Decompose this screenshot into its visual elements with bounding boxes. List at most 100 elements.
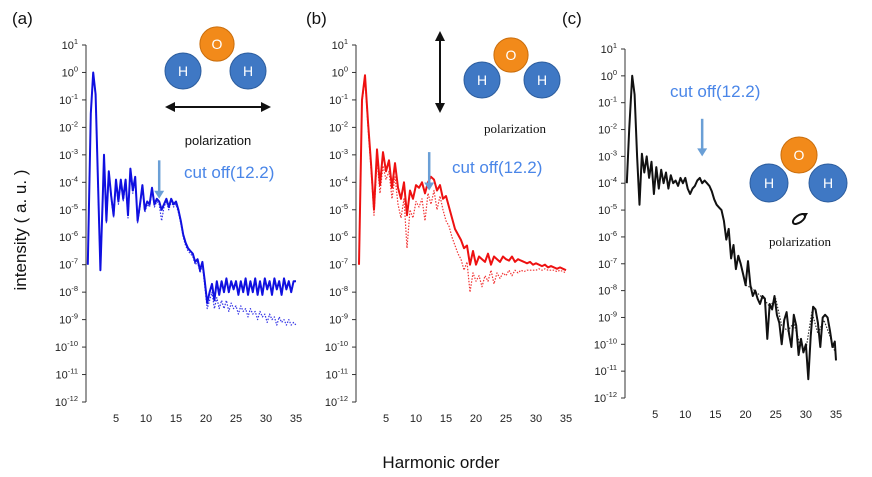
y-tick-label: 100 bbox=[332, 64, 348, 79]
y-tick-base: 10 bbox=[59, 287, 71, 299]
y-tick-label: 10-11 bbox=[594, 363, 617, 378]
y-tick-base: 10 bbox=[594, 366, 606, 378]
hydrogen-atom-label: H bbox=[823, 175, 833, 191]
hydrogen-atom bbox=[523, 61, 561, 99]
y-tick-exponent: -9 bbox=[71, 312, 78, 321]
series-line-dotted bbox=[358, 77, 567, 293]
y-tick-label: 10-9 bbox=[59, 312, 78, 327]
y-tick-label: 10-9 bbox=[329, 312, 348, 327]
y-tick-exponent: -12 bbox=[606, 390, 617, 399]
y-tick-label: 10-9 bbox=[598, 309, 617, 324]
x-tick-label: 35 bbox=[560, 413, 572, 425]
x-tick-label: 25 bbox=[770, 409, 782, 421]
y-tick-base: 10 bbox=[59, 315, 71, 327]
x-tick-label: 30 bbox=[260, 413, 272, 425]
y-tick-label: 10-6 bbox=[329, 229, 348, 244]
y-tick-base: 10 bbox=[59, 150, 71, 162]
panel-label: (c) bbox=[562, 9, 582, 28]
y-tick-label: 10-12 bbox=[325, 394, 348, 409]
y-tick-exponent: -11 bbox=[338, 367, 348, 376]
cutoff-arrow-head bbox=[154, 190, 165, 199]
y-tick-base: 10 bbox=[59, 95, 71, 107]
cutoff-arrow-head bbox=[424, 182, 435, 191]
y-tick-exponent: -3 bbox=[341, 147, 348, 156]
y-tick-base: 10 bbox=[62, 40, 74, 52]
panel-a: (a)10110010-110-210-310-410-510-610-710-… bbox=[12, 9, 302, 425]
y-tick-exponent: -11 bbox=[68, 367, 78, 376]
hydrogen-atom bbox=[164, 52, 202, 90]
series-line-solid bbox=[625, 74, 837, 381]
y-tick-exponent: -6 bbox=[610, 229, 617, 238]
y-tick-exponent: -7 bbox=[341, 257, 348, 266]
y-tick-exponent: -10 bbox=[606, 336, 617, 345]
y-tick-base: 10 bbox=[594, 339, 606, 351]
y-tick-base: 10 bbox=[332, 40, 344, 52]
y-tick-base: 10 bbox=[598, 125, 610, 137]
polarization-ellipse-arrowhead bbox=[802, 213, 808, 218]
y-tick-exponent: -5 bbox=[610, 202, 617, 211]
panel-label: (a) bbox=[12, 9, 33, 28]
y-tick-exponent: -9 bbox=[341, 312, 348, 321]
y-tick-label: 10-8 bbox=[329, 284, 348, 299]
y-tick-label: 10-7 bbox=[598, 256, 617, 271]
y-tick-base: 10 bbox=[325, 342, 337, 354]
y-tick-exponent: -8 bbox=[341, 284, 348, 293]
y-tick-exponent: 1 bbox=[613, 41, 617, 50]
y-tick-label: 10-4 bbox=[59, 174, 78, 189]
y-tick-exponent: -1 bbox=[341, 92, 348, 101]
oxygen-atom-label: O bbox=[794, 147, 805, 163]
polarization-label: polarization bbox=[185, 133, 252, 148]
y-tick-base: 10 bbox=[329, 122, 341, 134]
y-tick-exponent: 1 bbox=[344, 37, 348, 46]
y-tick-label: 10-7 bbox=[59, 257, 78, 272]
y-tick-label: 101 bbox=[601, 41, 617, 56]
hydrogen-atom-label: H bbox=[477, 72, 487, 88]
y-tick-exponent: -3 bbox=[610, 148, 617, 157]
y-tick-label: 10-3 bbox=[59, 147, 78, 162]
y-tick-label: 10-1 bbox=[329, 92, 348, 107]
y-tick-exponent: -1 bbox=[610, 95, 617, 104]
panel-c: (c)10110010-110-210-310-410-510-610-710-… bbox=[562, 9, 848, 421]
y-tick-label: 10-1 bbox=[59, 92, 78, 107]
y-tick-exponent: -5 bbox=[341, 202, 348, 211]
x-tick-label: 15 bbox=[709, 409, 721, 421]
y-tick-base: 10 bbox=[329, 177, 341, 189]
polarization-label: polarization bbox=[484, 121, 547, 136]
y-tick-exponent: -1 bbox=[71, 92, 78, 101]
polarization-arrowhead-left bbox=[165, 102, 175, 112]
hydrogen-atom-label: H bbox=[178, 63, 188, 79]
y-tick-label: 10-10 bbox=[594, 336, 617, 351]
y-tick-base: 10 bbox=[598, 178, 610, 190]
series-line-solid bbox=[358, 74, 567, 272]
hydrogen-atom-label: H bbox=[764, 175, 774, 191]
hydrogen-atom bbox=[463, 61, 501, 99]
y-tick-label: 101 bbox=[62, 37, 78, 52]
cutoff-arrow-head bbox=[697, 148, 708, 157]
y-tick-exponent: 0 bbox=[344, 64, 348, 73]
y-tick-exponent: -10 bbox=[337, 339, 348, 348]
y-tick-exponent: -4 bbox=[71, 174, 78, 183]
y-tick-label: 10-5 bbox=[329, 202, 348, 217]
x-tick-label: 30 bbox=[800, 409, 812, 421]
y-tick-exponent: -11 bbox=[607, 363, 617, 372]
y-tick-base: 10 bbox=[594, 393, 606, 405]
y-tick-base: 10 bbox=[329, 232, 341, 244]
y-tick-exponent: 0 bbox=[74, 64, 78, 73]
x-tick-label: 25 bbox=[500, 413, 512, 425]
series-line-dotted bbox=[87, 71, 297, 326]
y-tick-base: 10 bbox=[59, 205, 71, 217]
y-axis-label: intensity ( a. u. ) bbox=[11, 170, 30, 291]
oxygen-atom-label: O bbox=[212, 36, 223, 52]
y-tick-label: 10-11 bbox=[325, 367, 348, 382]
x-tick-label: 5 bbox=[383, 413, 389, 425]
y-tick-label: 10-12 bbox=[594, 390, 617, 405]
y-tick-label: 100 bbox=[601, 68, 617, 83]
y-tick-label: 10-8 bbox=[59, 284, 78, 299]
y-tick-exponent: -2 bbox=[610, 122, 617, 131]
y-tick-label: 10-10 bbox=[325, 339, 348, 354]
y-tick-label: 10-4 bbox=[598, 175, 617, 190]
x-tick-label: 15 bbox=[170, 413, 182, 425]
x-tick-label: 5 bbox=[113, 413, 119, 425]
y-tick-label: 101 bbox=[332, 37, 348, 52]
y-tick-exponent: -12 bbox=[67, 394, 78, 403]
